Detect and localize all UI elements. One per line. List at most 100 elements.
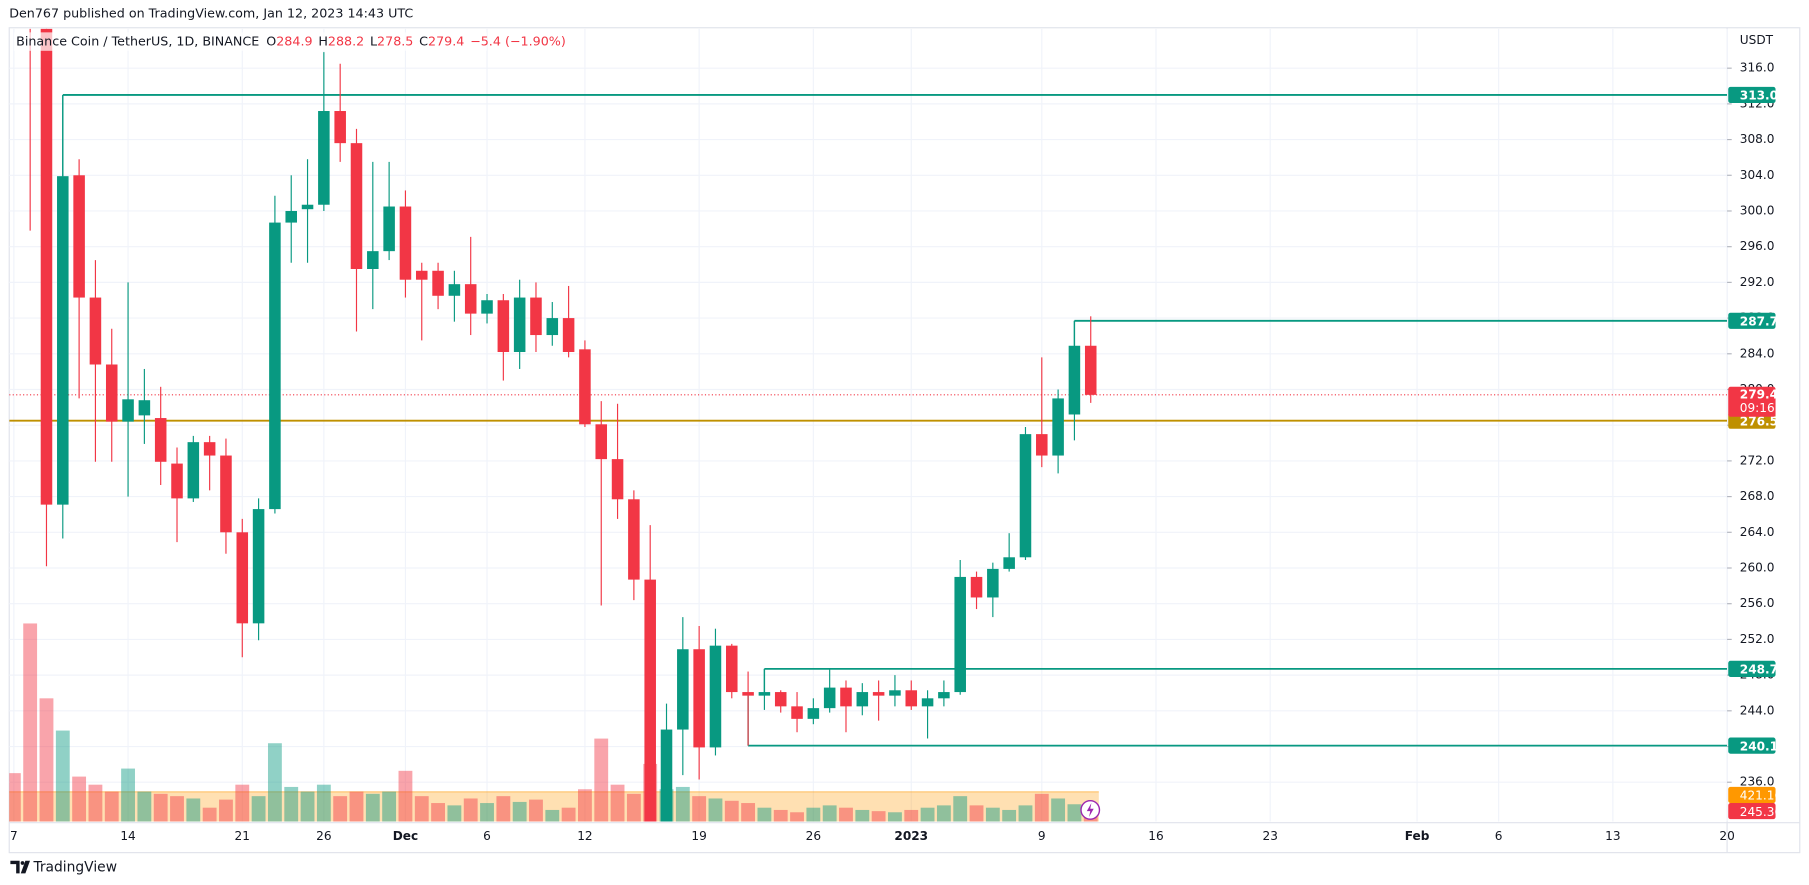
volume-bar xyxy=(480,803,494,822)
legend: Binance Coin / TetherUS, 1D, BINANCE O284… xyxy=(16,33,566,48)
volume-bar xyxy=(561,807,576,822)
volume-bar xyxy=(741,803,756,822)
candle-body xyxy=(1036,434,1048,456)
volume-bar xyxy=(1051,798,1066,822)
volume-ma-area xyxy=(9,791,1099,822)
candle-body xyxy=(367,251,379,269)
volume-bar xyxy=(88,784,103,822)
candle-body xyxy=(513,297,526,353)
volume-bar xyxy=(186,798,201,822)
volume-bar xyxy=(316,784,331,822)
legend-bg xyxy=(13,32,487,51)
candle-body xyxy=(399,206,412,280)
candle-body xyxy=(40,28,53,505)
y-tick-label: 252.0 xyxy=(1740,632,1775,646)
volume-bar xyxy=(267,743,282,822)
candle-body xyxy=(938,692,950,699)
candle-body xyxy=(73,175,85,298)
candle-body xyxy=(644,579,656,822)
volume-bar xyxy=(936,805,951,822)
volume-pane xyxy=(9,623,1099,822)
volume-bar xyxy=(1034,793,1049,822)
volume-bar xyxy=(300,791,315,822)
volume-bar xyxy=(790,812,804,822)
volume-bar xyxy=(170,796,184,822)
y-tick-label: 264.0 xyxy=(1740,525,1775,539)
volume-bar xyxy=(512,801,527,822)
volume-bar xyxy=(1067,804,1082,822)
y-tick-label: 292.0 xyxy=(1740,275,1775,289)
volume-bar xyxy=(594,738,609,822)
candle-body xyxy=(57,176,69,505)
x-tick-label: 2023 xyxy=(894,829,928,843)
legend-letter: O xyxy=(266,33,276,48)
volume-bar xyxy=(121,768,135,822)
candle-body xyxy=(774,692,787,707)
candle-body xyxy=(546,318,559,336)
candle-body xyxy=(203,442,216,456)
candle-body xyxy=(954,576,966,693)
legend-value: 279.4 xyxy=(428,33,464,48)
candle-body xyxy=(677,649,689,730)
volume-bar xyxy=(251,796,266,822)
candle-body xyxy=(562,318,575,353)
y-tick-label: 284.0 xyxy=(1740,346,1775,360)
y-tick-label: 272.0 xyxy=(1740,453,1775,467)
price-badge xyxy=(1728,803,1776,820)
x-tick-label: Dec xyxy=(393,829,418,843)
candle-body xyxy=(579,349,591,425)
candle-body xyxy=(742,692,754,696)
y-tick-label: 256.0 xyxy=(1740,596,1775,610)
candle-body xyxy=(611,459,624,500)
volume-bar xyxy=(985,807,1000,822)
footer: TradingView xyxy=(32,860,117,876)
volume-bar xyxy=(137,791,152,822)
volume-bar xyxy=(855,809,870,822)
volume-bar xyxy=(463,798,478,822)
level-label: 276.5 xyxy=(1740,414,1778,428)
price-badge xyxy=(1728,737,1776,754)
candle-body xyxy=(693,649,705,748)
header: Den767 published on TradingView.com, Jan… xyxy=(9,5,413,20)
y-tick-label: 308.0 xyxy=(1740,132,1775,146)
volume-bar xyxy=(398,770,413,822)
volume-bar xyxy=(284,786,299,822)
x-tick-label: Feb xyxy=(1405,829,1430,843)
price-badge xyxy=(1728,86,1776,104)
volume-bar xyxy=(382,791,397,822)
candle-body xyxy=(628,499,640,580)
price-badge xyxy=(1728,312,1776,329)
candle-body xyxy=(138,400,151,416)
candle-body xyxy=(1084,345,1097,395)
candle-body xyxy=(856,692,869,707)
x-tick-label: 14 xyxy=(120,829,136,843)
level-label: 313.0 xyxy=(1740,89,1778,103)
x-tick-label: 6 xyxy=(483,829,491,843)
volume-bar xyxy=(202,807,217,822)
y-tick-label: 300.0 xyxy=(1740,203,1775,217)
unit-label: USDT xyxy=(1740,33,1774,47)
volume-bar xyxy=(626,793,641,822)
volume-bar xyxy=(55,730,70,822)
x-tick-label: 6 xyxy=(1495,829,1503,843)
candle-body xyxy=(1052,398,1064,456)
volume-bar xyxy=(757,807,772,822)
legend-value: 284.9 xyxy=(276,33,312,48)
level-label: 287.7 xyxy=(1740,314,1778,328)
legend-letter: C xyxy=(419,33,428,48)
candle-body xyxy=(807,708,820,719)
volume-bar xyxy=(72,776,87,822)
volume-bar xyxy=(773,809,788,822)
volume-bar xyxy=(888,812,902,822)
candle-body xyxy=(448,284,461,296)
volume-bar xyxy=(1002,809,1017,822)
price-badge xyxy=(1728,660,1776,677)
candle-body xyxy=(187,442,200,499)
y-tick-label: 244.0 xyxy=(1740,703,1775,717)
candle-body xyxy=(530,297,542,336)
x-tick-label: 23 xyxy=(1263,829,1278,843)
countdown: 09:16:16 xyxy=(1740,401,1794,415)
